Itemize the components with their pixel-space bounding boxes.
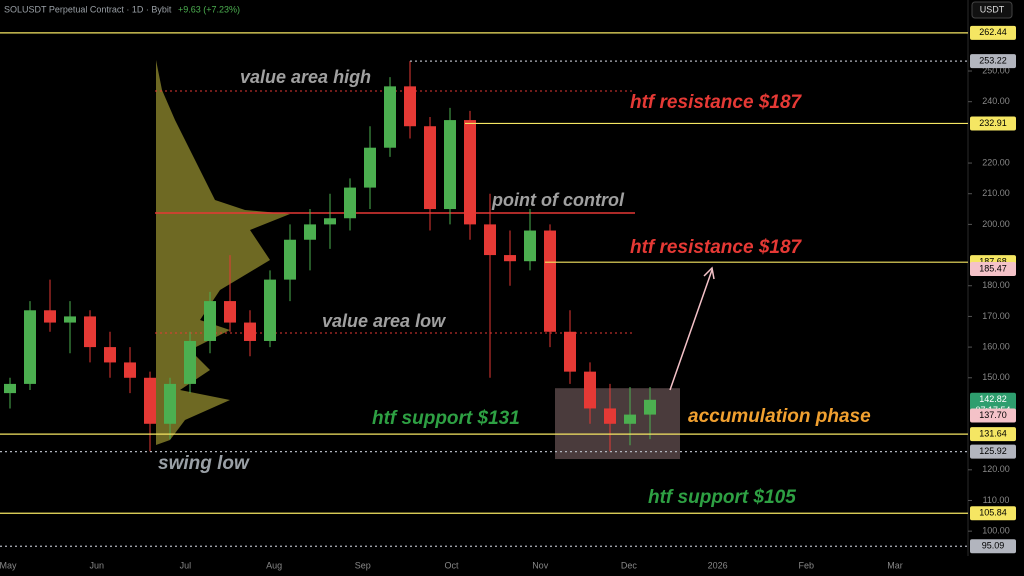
x-tick-label: Feb bbox=[799, 560, 815, 570]
y-tick-label: 250.00 bbox=[982, 65, 1010, 75]
price-tag-label: 187.68 bbox=[979, 257, 1007, 267]
y-tick-label: 160.00 bbox=[982, 341, 1010, 351]
price-tag-label: 185.47 bbox=[979, 263, 1007, 273]
candle-body bbox=[564, 331, 576, 372]
x-tick-label: Mar bbox=[887, 560, 903, 570]
y-tick-label: 150.00 bbox=[982, 372, 1010, 382]
currency[interactable]: USDT bbox=[980, 4, 1005, 14]
y-tick-label: 170.00 bbox=[982, 311, 1010, 321]
profile-label: point of control bbox=[491, 190, 625, 210]
candle-body bbox=[144, 377, 156, 424]
candle-body bbox=[4, 383, 16, 394]
candle-body bbox=[264, 279, 276, 341]
y-tick-label: 220.00 bbox=[982, 157, 1010, 167]
candle-body bbox=[204, 301, 216, 341]
price-tag-label: 262.44 bbox=[979, 27, 1007, 37]
candle-body bbox=[604, 408, 616, 424]
arrow bbox=[669, 269, 713, 391]
annotation: htf resistance $187 bbox=[630, 237, 803, 258]
change: +9.63 (+7.23%) bbox=[178, 4, 240, 14]
candle-body bbox=[244, 322, 256, 341]
annotation: htf support $105 bbox=[648, 487, 796, 508]
candle-body bbox=[504, 255, 516, 262]
price-tag bbox=[970, 539, 1016, 554]
price-tag-label: 142.82 bbox=[979, 394, 1007, 404]
candle-body bbox=[344, 187, 356, 219]
candle-body bbox=[304, 224, 316, 240]
x-tick-label: Dec bbox=[621, 560, 638, 570]
candle-body bbox=[524, 230, 536, 262]
price-tag bbox=[970, 444, 1016, 459]
price-tag-label: 95.09 bbox=[982, 541, 1005, 551]
x-tick-label: Sep bbox=[355, 560, 371, 570]
price-tag bbox=[970, 427, 1016, 442]
candle-body bbox=[104, 347, 116, 363]
price-tag-label: 137.70 bbox=[979, 410, 1007, 420]
x-tick-label: Jul bbox=[180, 560, 192, 570]
x-tick-label: Jun bbox=[89, 560, 104, 570]
candle-body bbox=[644, 399, 656, 415]
arrow-head bbox=[703, 266, 715, 280]
y-tick-label: 120.00 bbox=[982, 464, 1010, 474]
y-tick-label: 180.00 bbox=[982, 280, 1010, 290]
price-tag bbox=[970, 506, 1016, 521]
candle-body bbox=[124, 362, 136, 378]
price-tag bbox=[970, 54, 1016, 69]
price-tag-label: 253.22 bbox=[979, 56, 1007, 66]
x-tick-label: Aug bbox=[266, 560, 282, 570]
annotation: swing low bbox=[158, 453, 250, 474]
candle-body bbox=[324, 218, 336, 225]
y-tick-label: 110.00 bbox=[983, 495, 1010, 505]
annotation: htf support $131 bbox=[372, 408, 520, 429]
candle-body bbox=[364, 147, 376, 188]
candle-body bbox=[64, 316, 76, 323]
x-tick-label: 2026 bbox=[708, 560, 728, 570]
price-tag bbox=[970, 116, 1016, 131]
profile-label: value area high bbox=[240, 67, 371, 87]
y-tick-label: 240.00 bbox=[982, 96, 1010, 106]
candle-body bbox=[184, 340, 196, 384]
candle-body bbox=[484, 224, 496, 256]
price-tag-label: 131.64 bbox=[979, 428, 1007, 438]
candle-body bbox=[404, 86, 416, 127]
price-tag-label: 232.91 bbox=[979, 118, 1007, 128]
symbol: SOLUSDT Perpetual Contract · 1D · Bybit bbox=[4, 4, 172, 14]
candle-body bbox=[444, 120, 456, 210]
candle-body bbox=[224, 301, 236, 323]
price-tag bbox=[970, 261, 1016, 276]
annotation: accumulation phase bbox=[688, 406, 871, 427]
candle-body bbox=[624, 414, 636, 424]
price-tag-label: 125.92 bbox=[979, 446, 1007, 456]
x-tick-label: Oct bbox=[444, 560, 459, 570]
profile-label: value area low bbox=[322, 311, 446, 331]
price-tag-label: 105.84 bbox=[979, 508, 1007, 518]
x-tick-label: May bbox=[0, 560, 17, 570]
candle-body bbox=[84, 316, 96, 348]
candle-body bbox=[164, 383, 176, 424]
y-tick-label: 100.00 bbox=[982, 526, 1010, 536]
candle-body bbox=[44, 310, 56, 323]
price-tag bbox=[970, 25, 1016, 40]
y-tick-label: 200.00 bbox=[982, 219, 1010, 229]
currency-box[interactable] bbox=[971, 1, 1013, 19]
price-tag bbox=[970, 408, 1016, 423]
candle-body bbox=[464, 120, 476, 225]
x-tick-label: Nov bbox=[532, 560, 549, 570]
accumulation-box bbox=[555, 388, 680, 460]
y-tick-label: 210.00 bbox=[982, 188, 1010, 198]
candle-body bbox=[424, 126, 436, 210]
candle-body bbox=[384, 86, 396, 148]
annotation: htf resistance $187 bbox=[630, 92, 803, 113]
candle-body bbox=[24, 310, 36, 384]
candle-body bbox=[584, 371, 596, 409]
candle-body bbox=[544, 230, 556, 332]
candle-body bbox=[284, 239, 296, 280]
